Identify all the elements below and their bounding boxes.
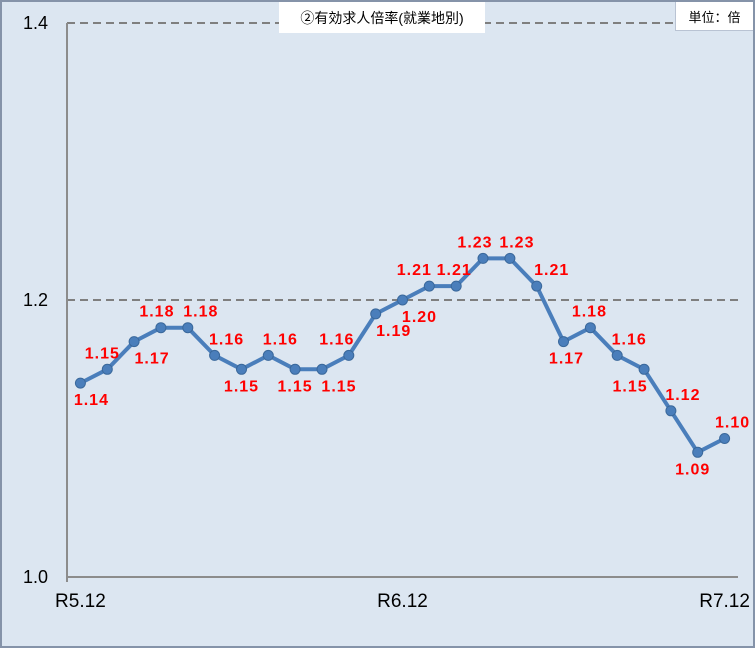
data-point [182, 322, 194, 334]
data-label: 1.16 [263, 331, 298, 348]
data-label: 1.15 [613, 378, 648, 395]
data-point [638, 363, 650, 375]
data-point [128, 336, 140, 348]
data-point [370, 308, 382, 320]
data-label: 1.12 [665, 387, 700, 404]
chart-title: ②有効求人倍率(就業地別) [279, 2, 485, 33]
data-point [236, 363, 247, 375]
data-point [289, 363, 301, 375]
data-label: 1.21 [534, 262, 569, 279]
data-point [423, 280, 435, 292]
data-label: 1.19 [376, 323, 411, 340]
data-label: 1.17 [549, 351, 584, 368]
data-label: 1.15 [85, 345, 120, 362]
data-point [209, 349, 221, 361]
data-label: 1.15 [224, 378, 259, 395]
data-label: 1.18 [572, 304, 607, 321]
data-point [504, 252, 516, 264]
data-label: 1.20 [402, 309, 437, 326]
x-axis-tick: R7.12 [699, 591, 750, 612]
data-point [558, 336, 569, 348]
data-point [155, 322, 167, 334]
data-point [692, 446, 704, 458]
data-label: 1.21 [437, 262, 472, 279]
data-label: 1.23 [499, 234, 534, 251]
y-axis-tick: 1.4 [22, 13, 48, 33]
data-point [74, 377, 86, 389]
data-label: 1.15 [278, 378, 313, 395]
data-label: 1.23 [457, 234, 492, 251]
data-label: 1.17 [135, 351, 170, 368]
data-point [343, 349, 355, 361]
data-point [450, 280, 462, 292]
data-label: 1.10 [715, 415, 750, 432]
data-label: 1.15 [321, 378, 356, 395]
data-point [665, 405, 677, 417]
series-line [78, 256, 727, 455]
data-point [101, 363, 113, 375]
x-axis-tick: R6.12 [377, 591, 428, 612]
data-point [316, 363, 328, 375]
data-point [531, 280, 543, 292]
unit-label: 単位：倍 [675, 2, 753, 31]
data-label: 1.18 [139, 304, 174, 321]
data-point [477, 252, 489, 264]
data-label: 1.21 [397, 262, 432, 279]
y-axis-tick: 1.2 [22, 290, 48, 310]
data-point [584, 322, 596, 334]
data-label: 1.18 [183, 304, 218, 321]
data-point [719, 433, 731, 444]
y-axis-tick: 1.0 [22, 567, 48, 587]
data-label: 1.14 [74, 392, 109, 409]
data-point [397, 294, 408, 306]
data-label: 1.16 [612, 331, 647, 348]
data-label: 1.16 [319, 331, 354, 348]
x-axis-tick: R5.12 [55, 591, 106, 612]
data-point [611, 349, 623, 361]
data-point [262, 349, 274, 361]
data-label: 1.16 [209, 331, 244, 348]
data-label: 1.09 [675, 461, 710, 478]
